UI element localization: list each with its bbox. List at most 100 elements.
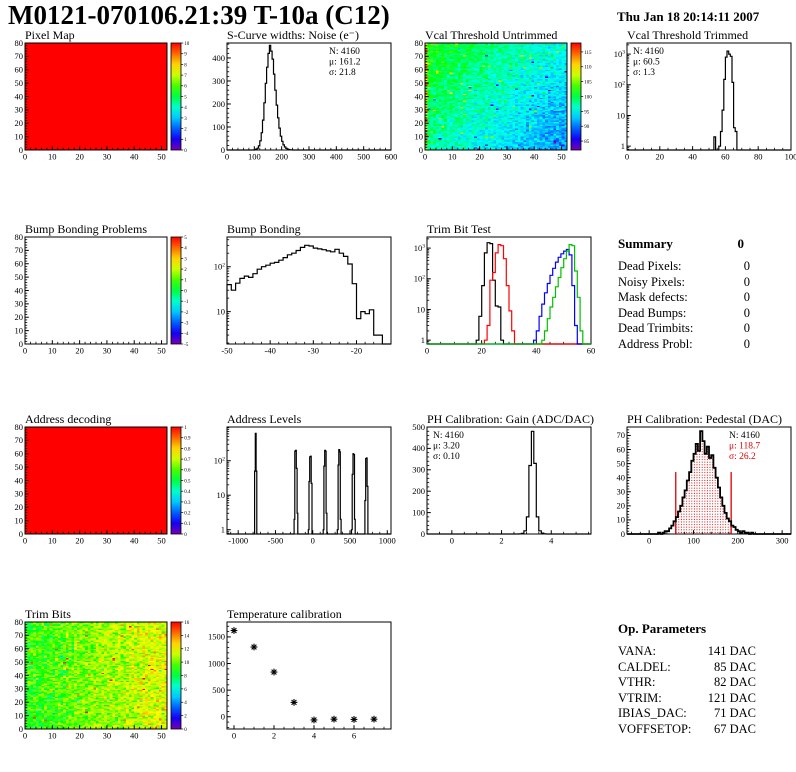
svg-text:4: 4 — [184, 106, 187, 111]
svg-text:50: 50 — [15, 657, 24, 667]
svg-text:0: 0 — [184, 149, 187, 154]
svg-text:60: 60 — [415, 65, 424, 75]
svg-text:-30: -30 — [308, 346, 319, 356]
svg-text:4: 4 — [312, 731, 317, 741]
svg-text:5: 5 — [184, 236, 187, 241]
svg-text:20: 20 — [75, 346, 84, 356]
svg-text:100: 100 — [687, 536, 700, 546]
svg-text:20: 20 — [415, 118, 424, 128]
svg-text:50: 50 — [557, 152, 566, 162]
op-parameters-panel: Op. Parameters VANA: 141 DAC CALDEL: 85 DA… — [600, 607, 796, 767]
svg-text:40: 40 — [130, 731, 139, 741]
panel-title-temperature-calibration: Temperature calibration — [227, 607, 342, 621]
temperature-calibration-plot: 0 2 4 6 0 500 1000 1500 — [200, 620, 399, 752]
panel-temperature-calibration: Temperature calibration 0 2 4 6 0 500 1000 1500 — [200, 607, 399, 767]
svg-text:μ: 161.2: μ: 161.2 — [329, 58, 361, 68]
svg-text:60: 60 — [617, 444, 626, 454]
svg-text:85: 85 — [584, 140, 590, 145]
svg-text:σ: 26.2: σ: 26.2 — [729, 452, 756, 462]
svg-text:300: 300 — [303, 152, 316, 162]
svg-text:0: 0 — [23, 536, 27, 546]
svg-text:200: 200 — [212, 99, 225, 109]
svg-text:60: 60 — [15, 449, 24, 459]
svg-text:100: 100 — [212, 122, 225, 132]
panel-bump-bonding-problems: Bump Bonding Problems 0 10 20 30 40 50 0 10 20 30… — [0, 222, 199, 382]
svg-text:40: 40 — [15, 285, 24, 295]
svg-text:40: 40 — [15, 475, 24, 485]
svg-text:102: 102 — [214, 456, 226, 466]
svg-text:50: 50 — [157, 346, 166, 356]
summary-total: 0 — [737, 236, 745, 251]
trim-bits-plot: 0 10 20 30 40 50 0 10 20 30 40 50 60 70 80 0 2 4 6 8 10 12 14 1… — [0, 617, 199, 752]
svg-text:0: 0 — [221, 145, 225, 155]
panel-title-bump-bonding: Bump Bonding — [227, 222, 301, 236]
svg-text:μ: 60.5: μ: 60.5 — [633, 58, 660, 68]
svg-text:60: 60 — [721, 152, 730, 162]
svg-text:1000: 1000 — [379, 536, 396, 546]
svg-text:10: 10 — [48, 346, 57, 356]
svg-text:2: 2 — [184, 715, 187, 720]
svg-text:100: 100 — [584, 95, 592, 100]
svg-text:20: 20 — [15, 697, 24, 707]
svg-text:600: 600 — [385, 152, 398, 162]
svg-text:10: 10 — [217, 306, 226, 316]
svg-text:30: 30 — [415, 105, 424, 115]
svg-text:10: 10 — [48, 731, 57, 741]
svg-text:80: 80 — [15, 38, 24, 48]
svg-text:0: 0 — [423, 152, 427, 162]
summary-row-dead-trimbits: Dead Trimbits: 0 — [618, 321, 750, 335]
svg-text:20: 20 — [617, 501, 626, 511]
svg-text:50: 50 — [617, 458, 626, 468]
svg-text:40: 40 — [688, 152, 697, 162]
svg-text:σ: 0.10: σ: 0.10 — [433, 452, 460, 462]
svg-text:20: 20 — [75, 536, 84, 546]
svg-text:0: 0 — [419, 145, 423, 155]
svg-text:500: 500 — [357, 152, 370, 162]
svg-text:30: 30 — [15, 105, 24, 115]
svg-text:1: 1 — [184, 279, 187, 284]
timestamp: Thu Jan 18 20:14:11 2007 — [617, 9, 760, 24]
bump-bonding-problems-plot: 0 10 20 30 40 50 0 10 20 30 40 50 60 70 80 -5 -4 -3 -2 -1 0 1… — [0, 232, 199, 367]
svg-text:300: 300 — [212, 76, 225, 86]
svg-text:70: 70 — [15, 245, 24, 255]
summary-row-address-probl: Address Probl: 0 — [618, 336, 750, 351]
svg-text:8: 8 — [184, 63, 187, 68]
svg-text:-2: -2 — [184, 311, 189, 316]
svg-text:0: 0 — [225, 152, 229, 162]
svg-text:0: 0 — [421, 529, 425, 539]
svg-text:400: 400 — [412, 443, 425, 453]
summary-row-dead-bumps: Dead Bumps: 0 — [618, 305, 750, 320]
svg-text:6: 6 — [352, 731, 356, 741]
scurve-noise-plot: 0 100 200 300 400 500 600 0 100 200 300 400 N: 4160 μ… — [200, 41, 399, 173]
svg-text:100: 100 — [412, 507, 425, 517]
svg-text:3: 3 — [184, 257, 187, 262]
svg-text:2: 2 — [184, 268, 187, 273]
svg-text:-1: -1 — [184, 300, 189, 305]
panel-title-address-levels: Address Levels — [227, 412, 302, 426]
svg-text:200: 200 — [412, 486, 425, 496]
svg-text:0.2: 0.2 — [184, 512, 191, 517]
svg-text:N: 4160: N: 4160 — [329, 47, 360, 57]
svg-text:102: 102 — [214, 262, 226, 272]
svg-text:5: 5 — [184, 95, 187, 100]
bump-bonding-plot: -50 -40 -30 -20 10 102 — [200, 235, 399, 367]
svg-text:10: 10 — [415, 131, 424, 141]
panel-title-pixel-map: Pixel Map — [25, 28, 75, 42]
svg-text:40: 40 — [530, 152, 539, 162]
svg-text:0.5: 0.5 — [184, 479, 191, 484]
ph-gain-plot: 0 2 4 0 100 200 300 400 500 N: 4160 μ: 3.20 σ: 0.10 — [400, 422, 599, 557]
op-param-row-ibias-dac: IBIAS_DAC: 71 DAC — [618, 706, 756, 720]
svg-text:115: 115 — [584, 51, 592, 56]
svg-text:80: 80 — [15, 232, 24, 242]
svg-text:2: 2 — [184, 128, 187, 133]
panel-pixel-map: Pixel Map 0 10 20 30 40 50 0 10 20 30 40 50 60 70 80 0 1… — [0, 28, 199, 188]
op-param-row-vtrim: VTRIM: 121 DAC — [618, 690, 756, 705]
svg-text:40: 40 — [130, 346, 139, 356]
svg-text:40: 40 — [15, 670, 24, 680]
svg-text:80: 80 — [15, 422, 24, 432]
svg-text:102: 102 — [614, 80, 626, 90]
svg-text:30: 30 — [103, 346, 112, 356]
svg-text:2: 2 — [272, 731, 276, 741]
svg-text:σ: 1.3: σ: 1.3 — [633, 68, 655, 78]
svg-text:0: 0 — [19, 145, 23, 155]
